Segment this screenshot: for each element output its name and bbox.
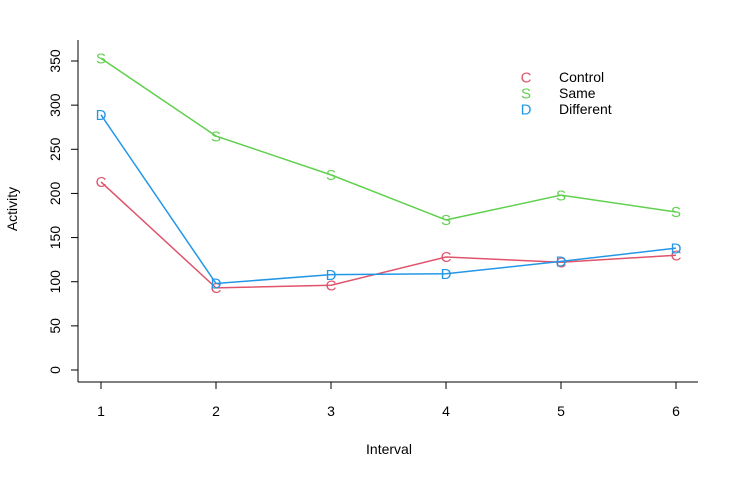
x-tick-label: 3 bbox=[327, 403, 335, 419]
x-tick-label: 1 bbox=[97, 403, 105, 419]
y-axis-title: Activity bbox=[4, 187, 20, 231]
data-point-marker: C bbox=[96, 174, 107, 191]
series-different: D D D D D D bbox=[96, 107, 682, 293]
x-tick-label: 4 bbox=[442, 403, 450, 419]
x-tick-label: 6 bbox=[672, 403, 680, 419]
legend-label: Control bbox=[559, 69, 604, 85]
y-tick-label: 50 bbox=[47, 318, 63, 334]
data-point-marker: S bbox=[556, 187, 566, 204]
data-point-marker: C bbox=[441, 249, 452, 266]
data-point-marker: C bbox=[211, 280, 222, 297]
series-line bbox=[100, 57, 677, 221]
series-control: C C C C C C bbox=[96, 174, 682, 297]
data-point-marker: D bbox=[211, 276, 222, 293]
y-tick-label: 300 bbox=[47, 93, 63, 117]
legend-symbol: C bbox=[521, 69, 532, 86]
data-point-marker: S bbox=[441, 212, 451, 229]
data-point-marker: S bbox=[326, 167, 336, 184]
y-tick-label: 0 bbox=[47, 366, 63, 374]
data-point-marker: S bbox=[211, 128, 221, 145]
legend-symbol: S bbox=[521, 85, 531, 102]
legend-label: Same bbox=[559, 85, 596, 101]
series-line bbox=[100, 114, 677, 285]
data-point-marker: D bbox=[441, 266, 452, 283]
data-point-marker: D bbox=[96, 107, 107, 124]
y-tick-label: 350 bbox=[47, 49, 63, 73]
data-point-marker: C bbox=[556, 255, 567, 272]
legend-label: Different bbox=[559, 101, 612, 117]
data-point-marker: D bbox=[326, 267, 337, 284]
x-tick-label: 5 bbox=[557, 403, 565, 419]
data-point-marker: S bbox=[96, 51, 106, 68]
legend: C Control S Same D Different bbox=[521, 69, 612, 118]
series-line bbox=[100, 181, 677, 289]
data-point-marker: S bbox=[671, 204, 681, 221]
series-same: S S S S S S bbox=[96, 51, 681, 230]
data-point-marker: D bbox=[556, 254, 567, 271]
y-axis-ticks: 0 50 100 150 200 250 300 350 bbox=[47, 49, 78, 374]
y-tick-label: 100 bbox=[47, 270, 63, 294]
data-point-marker: D bbox=[671, 240, 682, 257]
data-point-marker: C bbox=[671, 247, 682, 264]
data-point-marker: C bbox=[326, 277, 337, 294]
legend-symbol: D bbox=[521, 101, 532, 118]
y-tick-label: 250 bbox=[47, 137, 63, 161]
x-axis-ticks: 1 2 3 4 5 6 bbox=[97, 382, 680, 419]
x-axis-title: Interval bbox=[366, 441, 412, 457]
y-tick-label: 200 bbox=[47, 182, 63, 206]
x-tick-label: 2 bbox=[212, 403, 220, 419]
y-tick-label: 150 bbox=[47, 226, 63, 250]
